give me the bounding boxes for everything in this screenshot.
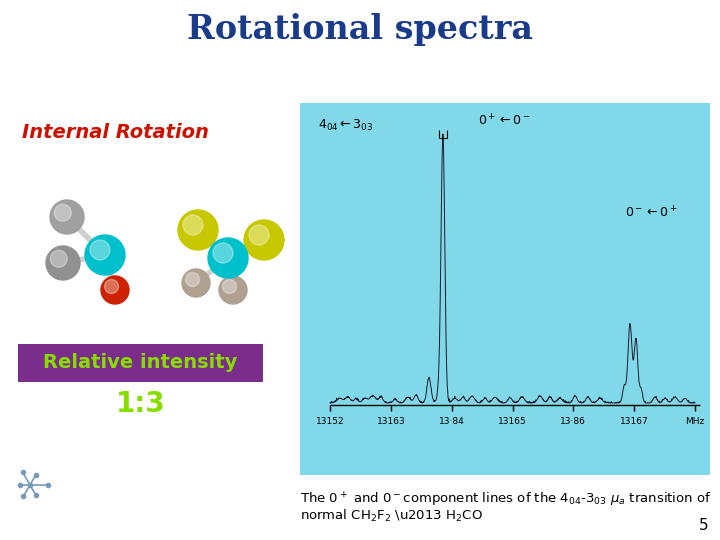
- Circle shape: [249, 225, 269, 245]
- Circle shape: [186, 273, 199, 287]
- Circle shape: [101, 276, 129, 304]
- Circle shape: [208, 238, 248, 278]
- Circle shape: [244, 220, 284, 260]
- Text: 13152: 13152: [315, 417, 344, 426]
- Circle shape: [222, 280, 236, 294]
- Text: 1:3: 1:3: [116, 390, 166, 418]
- Text: $0^+\leftarrow0^-$: $0^+\leftarrow0^-$: [478, 113, 531, 129]
- Text: $0^-\leftarrow0^+$: $0^-\leftarrow0^+$: [625, 205, 678, 221]
- Text: 13163: 13163: [377, 417, 405, 426]
- Text: 13167: 13167: [620, 417, 649, 426]
- Circle shape: [182, 269, 210, 297]
- Text: $4_{04}\leftarrow 3_{03}$: $4_{04}\leftarrow 3_{03}$: [318, 117, 374, 132]
- Circle shape: [54, 204, 71, 221]
- Bar: [18, 344, 263, 382]
- Text: Rotational spectra: Rotational spectra: [187, 14, 533, 46]
- Circle shape: [213, 243, 233, 263]
- Circle shape: [90, 240, 110, 260]
- Text: Internal Rotation: Internal Rotation: [22, 123, 209, 141]
- Circle shape: [183, 215, 203, 235]
- Text: 13·86: 13·86: [560, 417, 586, 426]
- Bar: [300, 103, 710, 475]
- Circle shape: [219, 276, 247, 304]
- Text: normal CH$_2$F$_2$ \u2013 H$_2$CO: normal CH$_2$F$_2$ \u2013 H$_2$CO: [300, 508, 483, 524]
- Text: 5: 5: [698, 518, 708, 534]
- Circle shape: [50, 200, 84, 234]
- Text: 13·84: 13·84: [438, 417, 464, 426]
- Text: 13165: 13165: [498, 417, 527, 426]
- Text: The 0$^+$ and 0$^-$component lines of the 4$_{04}$-3$_{03}$ $\mu_a$ transition o: The 0$^+$ and 0$^-$component lines of th…: [300, 491, 711, 509]
- Circle shape: [104, 280, 119, 294]
- Text: MHz: MHz: [685, 417, 705, 426]
- Circle shape: [46, 246, 80, 280]
- Circle shape: [50, 250, 67, 267]
- Text: Relative intensity: Relative intensity: [43, 354, 238, 373]
- Circle shape: [178, 210, 218, 250]
- Circle shape: [85, 235, 125, 275]
